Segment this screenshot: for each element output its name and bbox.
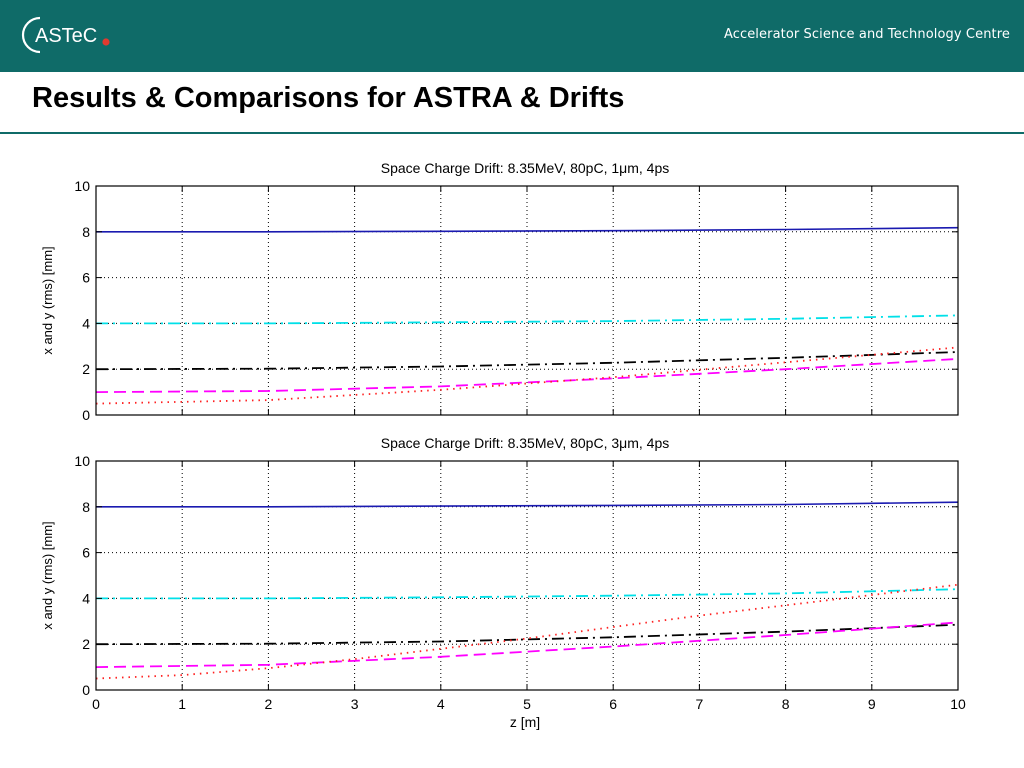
y-axis-label: x and y (rms) [mm] <box>40 521 55 629</box>
x-axis-label: z [m] <box>510 714 540 730</box>
series-line-5 <box>95 346 959 405</box>
chart-2: 0 2 4 6 8 10 0 1 2 3 4 5 6 7 8 9 10 Space Charge Drift: 8… <box>40 435 966 730</box>
x-tick-label: 1 <box>178 696 186 712</box>
organization-name: Accelerator Science and Technology Centr… <box>723 27 1010 42</box>
y-tick-label: 4 <box>82 590 90 606</box>
x-tick-label: 8 <box>782 696 790 712</box>
y-tick-label: 10 <box>74 178 90 194</box>
chart-title: Space Charge Drift: 8.35MeV, 80pC, 3μm, … <box>381 435 669 451</box>
plot-area <box>96 461 958 690</box>
x-tick-label: 6 <box>609 696 617 712</box>
header-bar: ASTeC Accelerator Science and Technology… <box>0 0 1024 72</box>
series-line-5 <box>95 583 959 680</box>
y-tick-label: 8 <box>82 499 90 515</box>
logo-text: ASTeC <box>35 25 97 47</box>
y-tick-label: 4 <box>82 315 90 331</box>
plot-area <box>96 186 958 415</box>
slide-title: Results & Comparisons for ASTRA & Drifts <box>32 82 625 114</box>
y-tick-label: 2 <box>82 361 90 377</box>
x-tick-label: 3 <box>351 696 359 712</box>
x-tick-label: 9 <box>868 696 876 712</box>
logo-mark-icon: ASTeC <box>21 16 110 54</box>
y-axis-label: x and y (rms) [mm] <box>40 246 55 354</box>
x-tick-label: 4 <box>437 696 445 712</box>
x-tick-label: 0 <box>92 696 100 712</box>
y-tick-label: 0 <box>82 407 90 423</box>
y-tick-label: 10 <box>74 453 90 469</box>
x-tick-label: 5 <box>523 696 531 712</box>
y-tick-label: 6 <box>82 270 90 286</box>
y-tick-label: 6 <box>82 545 90 561</box>
x-tick-label: 7 <box>696 696 704 712</box>
astec-logo: ASTeC <box>18 14 113 56</box>
y-tick-label: 2 <box>82 636 90 652</box>
title-divider <box>0 132 1024 134</box>
chart-1: 0 2 4 6 8 10 Space Charge Drift: 8.35MeV, 80pC… <box>40 160 959 423</box>
chart-title: Space Charge Drift: 8.35MeV, 80pC, 1μm, … <box>381 160 669 176</box>
x-tick-label: 10 <box>950 696 966 712</box>
y-tick-label: 8 <box>82 224 90 240</box>
logo-dot <box>102 38 110 46</box>
series-line-1 <box>96 226 959 233</box>
series-line-1 <box>96 501 959 508</box>
x-tick-label: 2 <box>265 696 273 712</box>
y-tick-label: 0 <box>82 682 90 698</box>
